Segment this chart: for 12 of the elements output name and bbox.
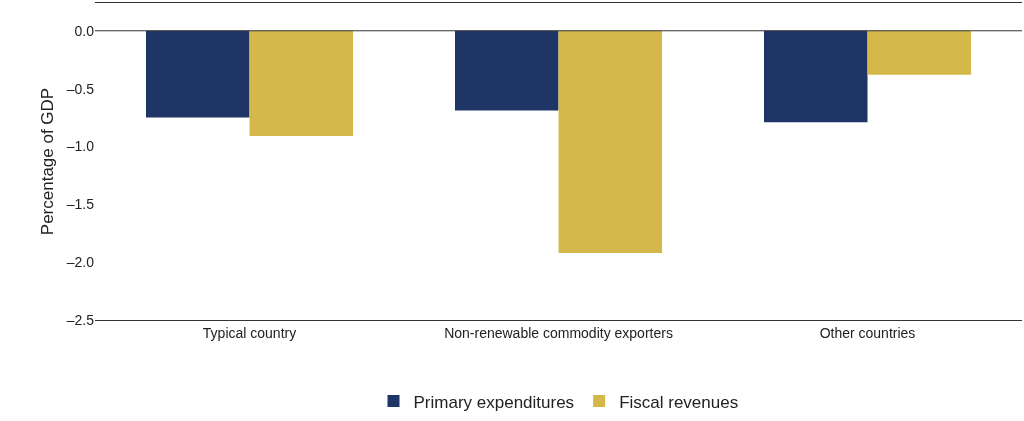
x-tick-label: Non-renewable commodity exporters [444, 324, 673, 341]
legend-label: Fiscal revenues [619, 392, 739, 412]
x-tick-label: Typical country [202, 324, 297, 341]
y-axis-title: Percentage of GDP [38, 87, 58, 236]
legend-label: Primary expenditures [413, 392, 575, 412]
y-tick-label: –2.5 [66, 311, 95, 328]
y-tick-label: –0.5 [66, 80, 95, 97]
y-tick-label: 0.0 [74, 22, 95, 39]
x-tick-label: Other countries [819, 324, 916, 341]
y-tick-label: –2.0 [66, 254, 95, 271]
y-tick-label: –1.0 [66, 138, 95, 155]
y-tick-label: –1.5 [66, 196, 95, 213]
